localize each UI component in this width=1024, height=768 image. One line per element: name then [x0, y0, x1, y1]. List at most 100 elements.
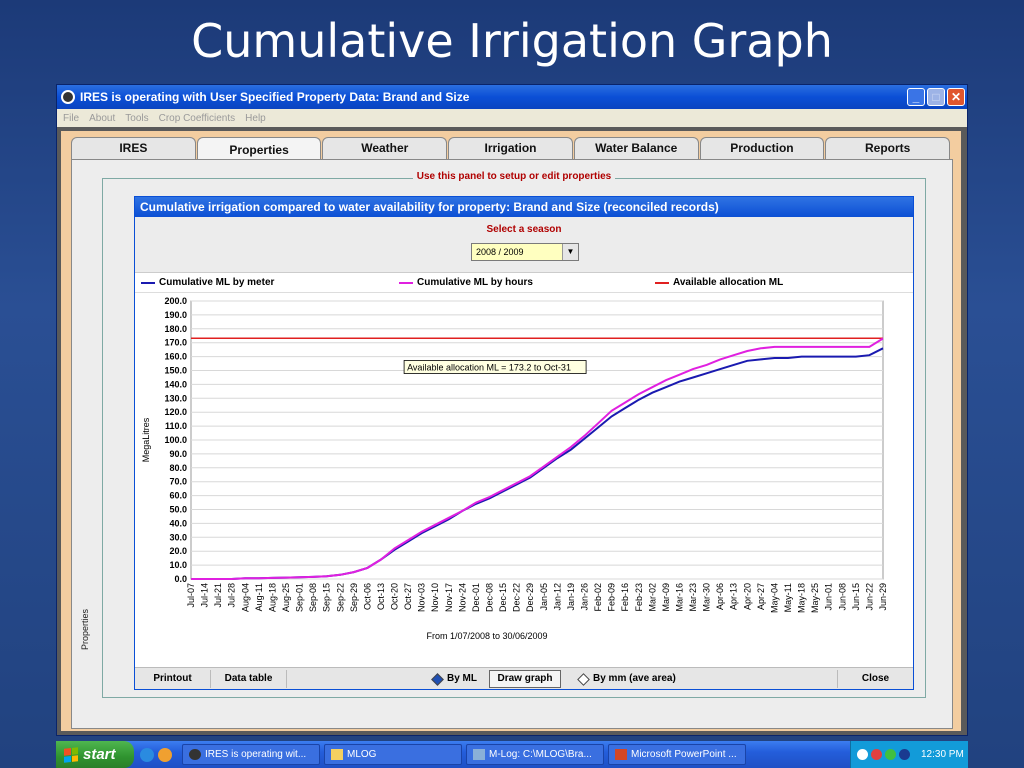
task-mlog-app-label: M-Log: C:\MLOG\Bra... — [489, 749, 592, 760]
printout-button[interactable]: Printout — [135, 670, 211, 688]
y-tick-label: 40.0 — [169, 518, 187, 528]
y-tick-label: 140.0 — [164, 379, 187, 389]
app-body: IRES Properties Weather Irrigation Water… — [57, 127, 967, 768]
x-tick-label: Jan-19 — [566, 583, 576, 611]
x-tick-label: Dec-29 — [525, 583, 535, 612]
x-tick-label: Mar-02 — [647, 583, 657, 612]
x-tick-label: Jan-12 — [552, 583, 562, 611]
task-mlog-label: MLOG — [347, 749, 377, 760]
panel-legend: Use this panel to setup or edit properti… — [103, 171, 925, 182]
mlog-icon — [473, 749, 485, 760]
x-tick-label: Apr-27 — [756, 583, 766, 610]
tray-shield-icon[interactable] — [871, 749, 882, 760]
x-tick-label: Nov-17 — [444, 583, 454, 612]
legend-allocation-label: Available allocation ML — [673, 277, 784, 288]
season-select[interactable]: 2008 / 2009 ▼ — [471, 243, 579, 261]
tab-ires[interactable]: IRES — [71, 137, 196, 159]
windows-flag-icon — [64, 746, 78, 763]
task-ires-label: IRES is operating wit... — [205, 749, 307, 760]
radio-selected-icon — [431, 672, 444, 686]
x-tick-label: Feb-02 — [593, 583, 603, 612]
task-ires[interactable]: IRES is operating wit... — [182, 744, 320, 765]
x-tick-label: Sep-15 — [322, 583, 332, 612]
x-tick-label: Aug-25 — [281, 583, 291, 612]
task-mlog-folder[interactable]: MLOG — [324, 744, 462, 765]
tab-properties[interactable]: Properties — [196, 137, 322, 161]
app-icon — [189, 749, 201, 760]
x-tick-label: Dec-01 — [471, 583, 481, 612]
start-label: start — [83, 746, 116, 763]
properties-fieldset: Use this panel to setup or edit properti… — [102, 171, 926, 698]
y-tick-label: 100.0 — [164, 435, 187, 445]
y-tick-label: 180.0 — [164, 324, 187, 334]
x-tick-label: Jul-28 — [227, 583, 237, 608]
task-powerpoint[interactable]: Microsoft PowerPoint ... — [608, 744, 746, 765]
properties-panel: Use this panel to setup or edit properti… — [71, 159, 953, 729]
x-tick-label: Dec-08 — [485, 583, 495, 612]
x-tick-label: Aug-11 — [254, 583, 264, 611]
window-titlebar[interactable]: IRES is operating with User Specified Pr… — [57, 85, 967, 109]
x-tick-label: Aug-04 — [240, 583, 250, 612]
x-tick-label: Jan-05 — [539, 583, 549, 611]
legend-meter-swatch — [141, 281, 155, 284]
x-tick-label: Jun-29 — [878, 583, 888, 611]
ie-icon[interactable] — [140, 747, 154, 762]
legend-hours-swatch — [399, 281, 413, 284]
x-tick-label: Mar-23 — [688, 583, 698, 612]
legend-meter-label: Cumulative ML by meter — [159, 277, 275, 288]
x-tick-label: Nov-03 — [417, 583, 427, 612]
x-tick-label: Jun-01 — [824, 583, 834, 611]
menu-help[interactable]: Help — [245, 112, 266, 124]
x-tick-label: Nov-10 — [430, 583, 440, 612]
draw-graph-button[interactable]: Draw graph — [489, 670, 561, 688]
x-tick-label: Oct-20 — [390, 583, 400, 610]
y-tick-label: 110.0 — [165, 421, 187, 431]
clock: 12:30 PM — [921, 749, 964, 760]
minimize-button[interactable]: _ — [907, 88, 925, 106]
menu-about[interactable]: About — [89, 112, 116, 124]
y-tick-label: 0.0 — [174, 574, 187, 584]
y-tick-label: 190.0 — [164, 310, 187, 320]
season-label: Select a season — [486, 224, 562, 235]
tab-reports[interactable]: Reports — [825, 137, 951, 159]
legend-hours: Cumulative ML by hours — [399, 277, 533, 288]
legend-hours-label: Cumulative ML by hours — [417, 277, 533, 288]
tray-network-icon[interactable] — [885, 749, 896, 760]
y-tick-label: 10.0 — [169, 560, 187, 570]
menu-bar: File About Tools Crop Coefficients Help — [57, 109, 967, 127]
data-table-button[interactable]: Data table — [211, 670, 287, 688]
maximize-button[interactable]: □ — [927, 88, 945, 106]
by-ml-radio[interactable]: By ML — [431, 670, 477, 688]
x-tick-label: Feb-16 — [620, 583, 630, 612]
menu-crop-coefficients[interactable]: Crop Coefficients — [158, 112, 236, 124]
x-tick-label: May-25 — [810, 583, 820, 613]
y-tick-label: 50.0 — [169, 505, 187, 515]
outlook-icon[interactable] — [158, 747, 172, 762]
x-tick-label: Jul-21 — [213, 583, 223, 608]
x-tick-label: May-04 — [769, 583, 779, 613]
close-button[interactable]: Close — [837, 670, 913, 688]
x-tick-label: Jul-14 — [200, 583, 210, 608]
chevron-down-icon[interactable]: ▼ — [562, 244, 578, 260]
tab-weather[interactable]: Weather — [322, 137, 448, 159]
tab-water-balance[interactable]: Water Balance — [573, 137, 699, 159]
start-button[interactable]: start — [56, 741, 134, 768]
series-line-hours — [191, 337, 884, 580]
x-tick-label: Mar-16 — [674, 583, 684, 612]
tray-bluetooth-icon[interactable] — [899, 749, 910, 760]
irrigation-chart: 0.0 10.0 20.0 30.0 40.0 50.0 60.0 70.0 80.0 90.0 1… — [141, 296, 888, 641]
orange-frame: IRES Properties Weather Irrigation Water… — [61, 131, 961, 731]
radio-unselected-icon — [577, 672, 590, 686]
task-mlog-app[interactable]: M-Log: C:\MLOG\Bra... — [466, 744, 604, 765]
tab-irrigation[interactable]: Irrigation — [448, 137, 573, 159]
by-mm-radio[interactable]: By mm (ave area) — [577, 670, 676, 688]
menu-file[interactable]: File — [63, 112, 80, 124]
close-window-button[interactable]: ✕ — [947, 88, 965, 106]
y-tick-label: 160.0 — [164, 352, 187, 362]
tray-arrow-icon[interactable] — [857, 749, 868, 760]
app-icon — [61, 90, 75, 104]
tab-production[interactable]: Production — [699, 137, 825, 159]
x-tick-label: Apr-20 — [742, 583, 752, 610]
x-tick-label: Sep-01 — [295, 583, 305, 612]
menu-tools[interactable]: Tools — [125, 112, 149, 124]
